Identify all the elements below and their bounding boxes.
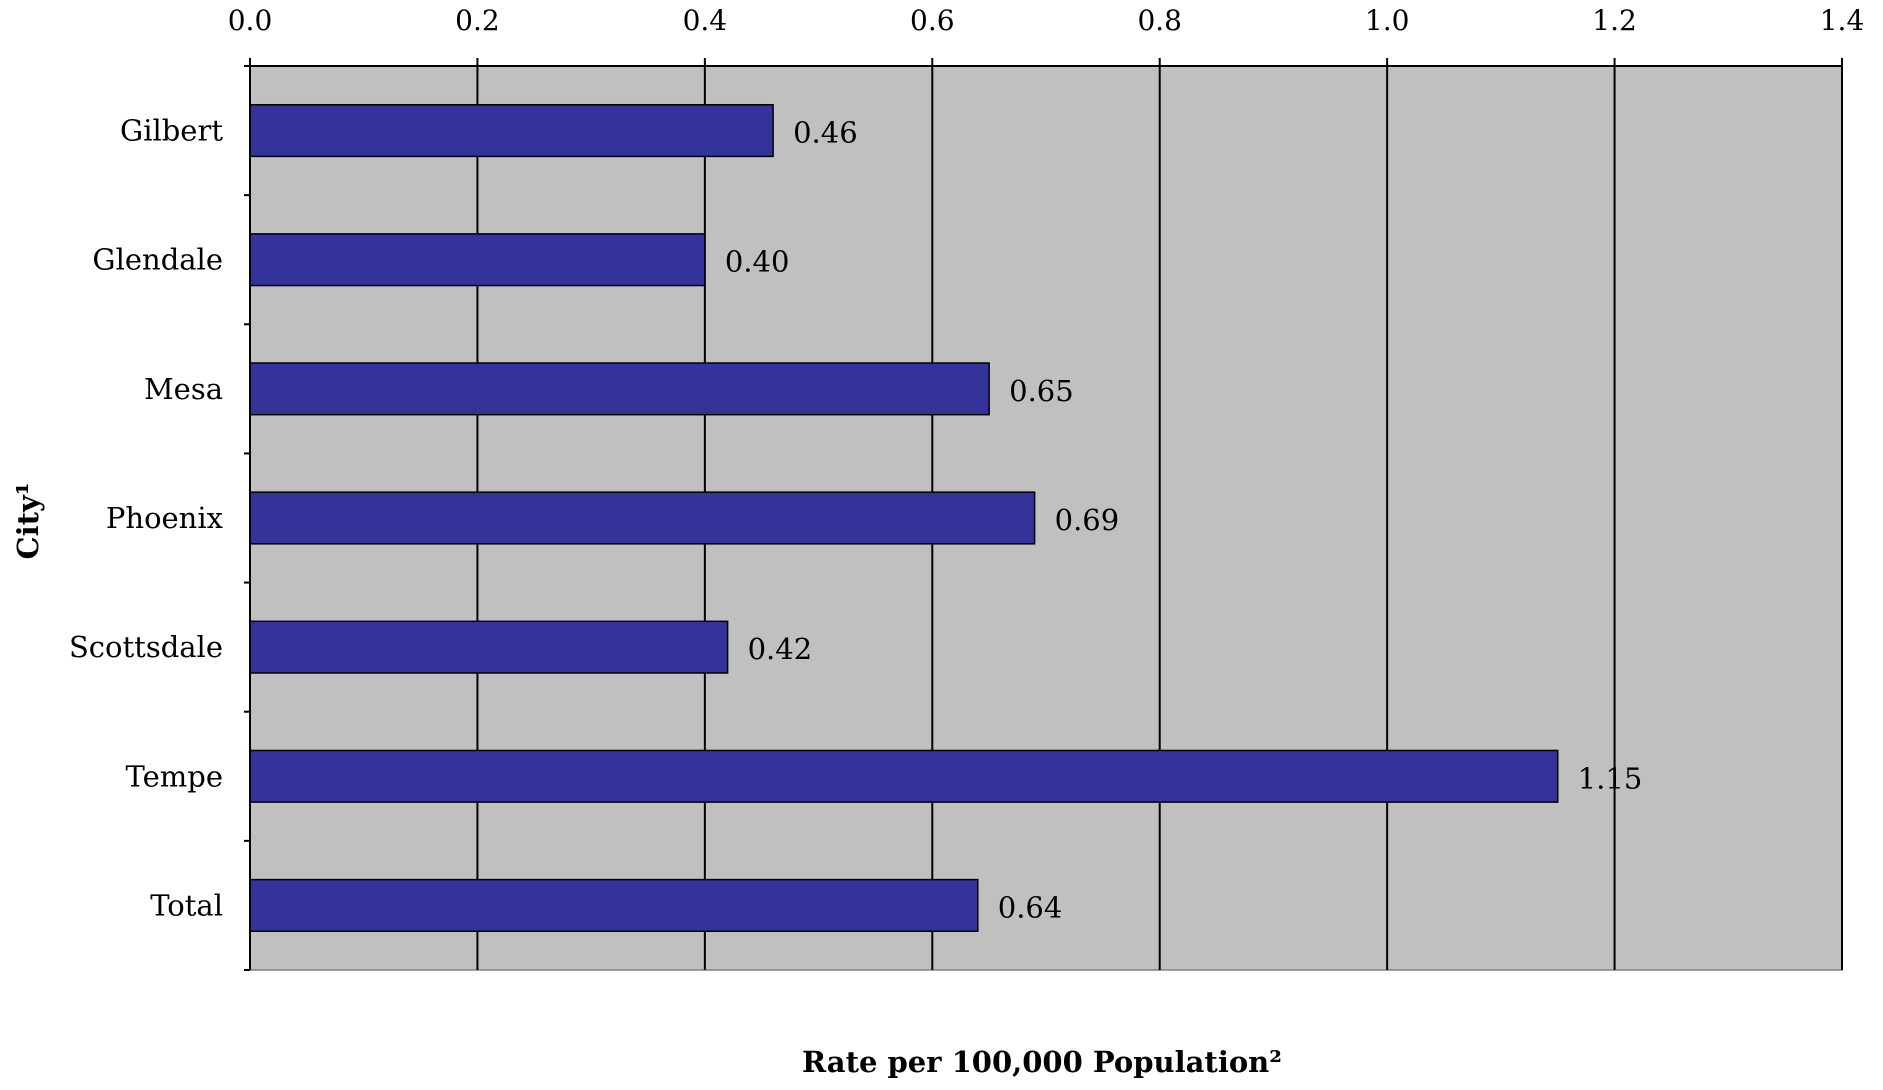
category-label: Gilbert — [120, 114, 223, 148]
category-label: Phoenix — [106, 501, 223, 535]
x-tick-label: 0.4 — [683, 4, 728, 37]
category-label: Scottsdale — [69, 630, 223, 664]
y-axis-title: City¹ — [11, 482, 45, 559]
bar — [249, 362, 990, 416]
bars: 0.46 0.40 0.65 0.69 0.42 1.15 0.64 — [249, 103, 1643, 933]
data-label: 0.40 — [725, 245, 790, 279]
data-label: 0.46 — [793, 116, 858, 150]
data-label: 0.64 — [998, 890, 1063, 924]
x-tick-label: 0.6 — [910, 4, 955, 37]
data-label: 0.69 — [1055, 503, 1120, 537]
data-label: 0.42 — [748, 632, 813, 666]
x-tick-label: 1.4 — [1820, 4, 1865, 37]
category-label: Tempe — [126, 759, 223, 793]
x-tick-label: 0.8 — [1137, 4, 1182, 37]
bar — [249, 103, 774, 158]
bar — [249, 620, 729, 674]
x-tick-label: 1.2 — [1592, 4, 1637, 37]
x-axis-title: Rate per 100,000 Population² — [802, 1045, 1282, 1079]
category-label: Mesa — [144, 372, 223, 406]
bar — [249, 233, 706, 287]
x-tick-label: 0.2 — [455, 4, 500, 37]
data-label: 1.15 — [1578, 761, 1643, 795]
x-tick-label: 1.0 — [1365, 4, 1410, 37]
category-label: Total — [150, 888, 223, 922]
category-label: Glendale — [92, 243, 223, 277]
x-axis: 0.0 0.2 0.4 0.6 0.8 1.0 1.2 1.4 — [228, 4, 1865, 67]
bar — [249, 491, 1036, 545]
x-tick-label: 0.0 — [228, 4, 273, 37]
y-axis: Gilbert Glendale Mesa Phoenix Scottsdale Temp… — [69, 65, 251, 971]
gridlines — [476, 66, 1843, 970]
bar — [249, 878, 979, 933]
bar — [249, 749, 1559, 803]
data-label: 0.65 — [1009, 374, 1074, 408]
